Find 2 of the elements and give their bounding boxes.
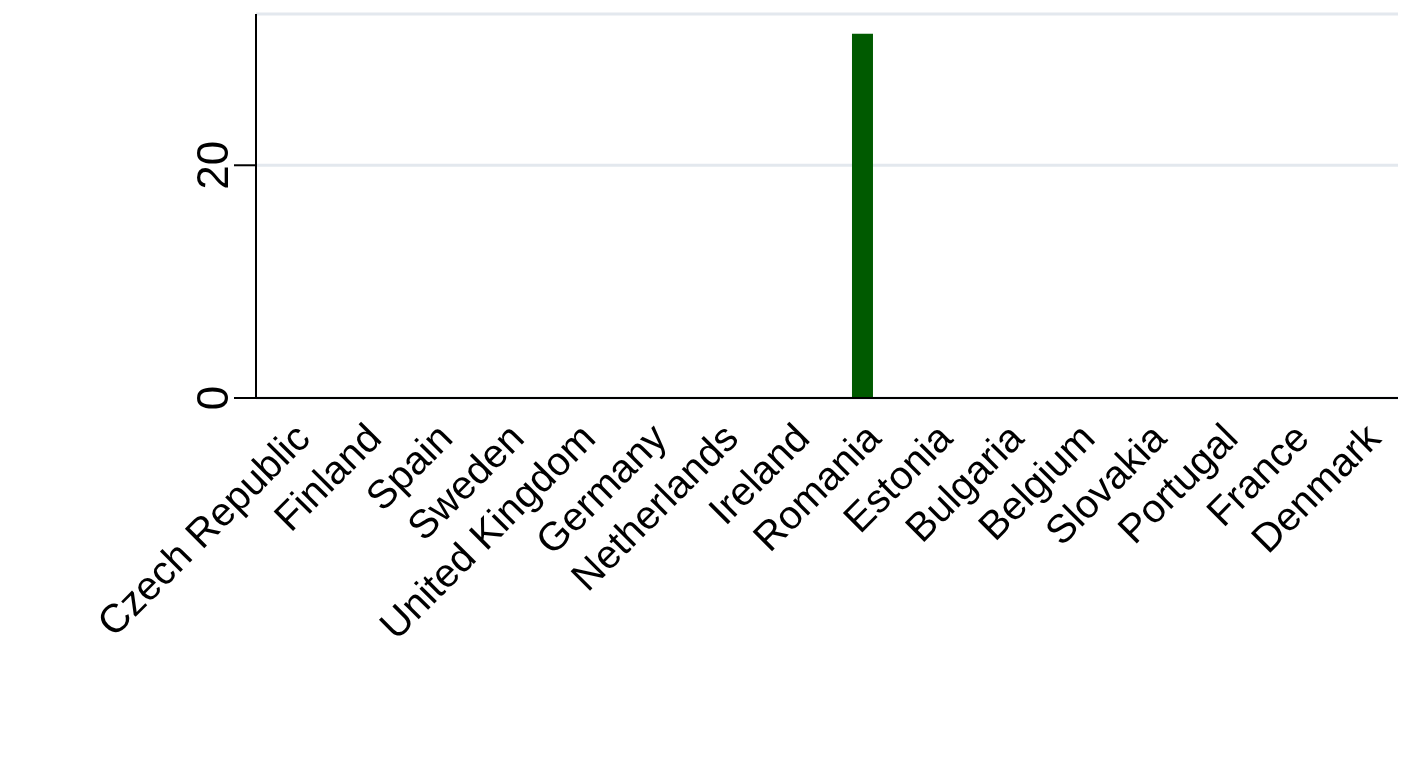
y-tick-label: 0 (188, 385, 237, 411)
y-tick-label: 20 (188, 140, 237, 190)
